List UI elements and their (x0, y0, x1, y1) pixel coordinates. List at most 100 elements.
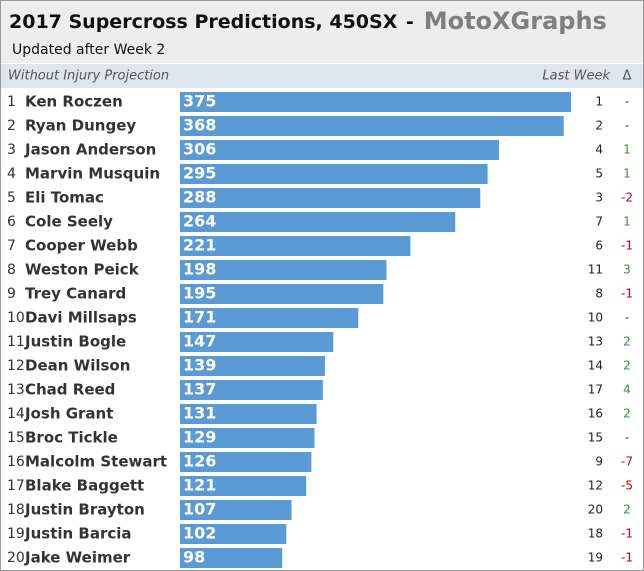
delta: 3 (623, 263, 631, 277)
last-week-header: Last Week (542, 69, 610, 84)
value-label: 121 (183, 476, 216, 495)
rank: 5 (7, 190, 16, 206)
value-label: 195 (183, 284, 216, 303)
last-week: 9 (595, 455, 603, 469)
rank: 12 (7, 358, 25, 374)
delta: 1 (623, 143, 631, 157)
delta: -1 (621, 551, 633, 565)
rank: 17 (7, 478, 25, 494)
subtitle: Updated after Week 2 (12, 42, 165, 58)
last-week: 3 (595, 191, 603, 205)
value-label: 98 (183, 548, 205, 567)
delta: - (625, 431, 629, 445)
rank: 8 (7, 262, 16, 278)
rank: 6 (7, 214, 16, 230)
bar (180, 524, 287, 544)
delta: -1 (621, 527, 633, 541)
chart-title: 2017 Supercross Predictions, 450SX (9, 11, 398, 33)
rider-name: Jake Weimer (24, 549, 131, 567)
rider-name: Marvin Musquin (25, 165, 160, 183)
delta: -2 (621, 191, 633, 205)
column-header: Without Injury Projection (8, 69, 169, 84)
delta: 1 (623, 215, 631, 229)
rider-name: Chad Reed (25, 381, 115, 399)
rank: 7 (7, 238, 16, 254)
last-week: 12 (588, 479, 603, 493)
value-label: 306 (183, 140, 216, 159)
rank: 15 (7, 430, 25, 446)
rank: 19 (7, 526, 25, 542)
rank: 3 (7, 142, 16, 158)
last-week: 14 (588, 359, 603, 373)
delta: 4 (623, 383, 631, 397)
value-label: 126 (183, 452, 216, 471)
value-label: 295 (183, 164, 216, 183)
rider-name: Broc Tickle (25, 429, 118, 447)
rider-name: Weston Peick (25, 261, 140, 279)
rider-name: Eli Tomac (25, 189, 104, 207)
bar (180, 356, 325, 376)
rider-name: Josh Grant (24, 405, 113, 423)
rider-name: Cooper Webb (25, 237, 138, 255)
delta: - (625, 119, 629, 133)
value-label: 171 (183, 308, 216, 327)
bar (180, 164, 488, 184)
value-label: 131 (183, 404, 216, 423)
last-week: 11 (588, 263, 603, 277)
last-week: 17 (588, 383, 603, 397)
delta: -1 (621, 287, 633, 301)
delta: - (625, 95, 629, 109)
rider-name: Justin Brayton (24, 501, 145, 519)
rank: 18 (7, 502, 25, 518)
last-week: 5 (595, 167, 603, 181)
last-week: 7 (595, 215, 603, 229)
header-band (1, 64, 643, 88)
delta: - (625, 311, 629, 325)
value-label: 139 (183, 356, 216, 375)
value-label: 198 (183, 260, 216, 279)
bar (180, 548, 283, 568)
title-line: 2017 Supercross Predictions, 450SX - MotoX… (9, 7, 607, 35)
rider-name: Justin Bogle (24, 333, 126, 351)
rider-name: Cole Seely (25, 213, 113, 231)
value-label: 102 (183, 524, 216, 543)
bar (180, 404, 317, 424)
bar (180, 188, 481, 208)
last-week: 8 (595, 287, 603, 301)
rider-name: Davi Millsaps (25, 309, 137, 327)
delta: 2 (623, 503, 631, 517)
rank: 11 (7, 334, 25, 350)
last-week: 10 (588, 311, 603, 325)
title-band (1, 1, 643, 63)
delta: 1 (623, 167, 631, 181)
delta: 2 (623, 335, 631, 349)
last-week: 2 (595, 119, 603, 133)
value-label: 137 (183, 380, 216, 399)
value-label: 147 (183, 332, 216, 351)
rider-name: Justin Barcia (24, 525, 132, 543)
last-week: 15 (588, 431, 603, 445)
rider-name: Ken Roczen (25, 93, 123, 111)
rider-name: Malcolm Stewart (25, 453, 167, 471)
bar (180, 92, 571, 112)
bar (180, 332, 334, 352)
delta: -1 (621, 239, 633, 253)
bar (180, 236, 411, 256)
rank: 13 (7, 382, 25, 398)
delta: 2 (623, 407, 631, 421)
value-label: 375 (183, 92, 216, 111)
rider-name: Dean Wilson (25, 357, 130, 375)
value-label: 129 (183, 428, 216, 447)
bar (180, 452, 312, 472)
last-week: 19 (588, 551, 603, 565)
value-label: 288 (183, 188, 216, 207)
last-week: 1 (595, 95, 603, 109)
bar (180, 212, 456, 232)
rank: 1 (7, 94, 16, 110)
value-label: 264 (183, 212, 216, 231)
rider-name: Jason Anderson (24, 141, 156, 159)
last-week: 20 (588, 503, 603, 517)
separator: - (406, 11, 414, 33)
